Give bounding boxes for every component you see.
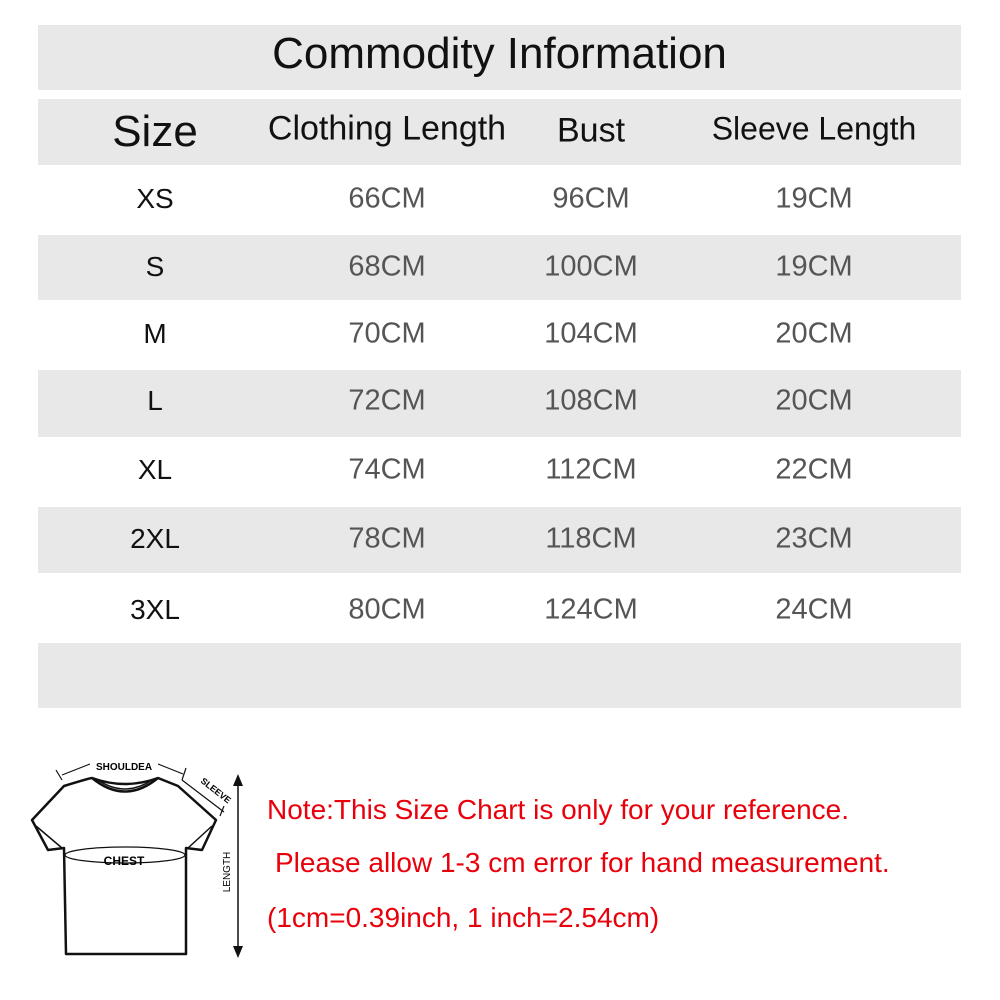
measurement-cell: 72CM [348, 384, 426, 417]
measurement-cell: 74CM [348, 453, 426, 486]
size-cell: 3XL [130, 594, 180, 625]
measurement-cell: 78CM [348, 522, 426, 555]
empty-row-band [38, 643, 961, 708]
measurement-cell: 112CM [545, 453, 637, 486]
measurement-cell: 23CM [775, 522, 853, 555]
measurement-cell: 20CM [775, 317, 853, 350]
note-line: (1cm=0.39inch, 1 inch=2.54cm) [267, 902, 660, 933]
measurement-cell: 80CM [348, 593, 426, 626]
measurement-cell: 118CM [545, 522, 637, 555]
size-cell: 2XL [130, 523, 180, 554]
note-line: Note:This Size Chart is only for your re… [267, 794, 850, 825]
size-cell: XS [136, 183, 174, 214]
measurement-cell: 20CM [775, 384, 853, 417]
column-header: Size [112, 107, 198, 156]
page-title: Commodity Information [272, 29, 727, 78]
title-band [38, 25, 961, 90]
size-cell: S [145, 251, 165, 282]
size-cell: XL [137, 454, 173, 485]
column-header: Bust [556, 111, 626, 150]
note-line: Please allow 1-3 cm error for hand measu… [275, 847, 890, 878]
row-band [38, 370, 961, 437]
measurement-cell: 124CM [544, 593, 638, 626]
chest-label: CHEST [104, 854, 145, 868]
measurement-cell: 108CM [544, 384, 638, 417]
measurement-cell: 24CM [775, 593, 853, 626]
measurement-cell: 22CM [775, 453, 853, 486]
tshirt-outline [30, 776, 218, 956]
measurement-cell: 100CM [544, 250, 638, 283]
size-cell: M [143, 318, 167, 349]
column-header: Clothing Length [267, 109, 507, 148]
column-header: Sleeve Length [711, 110, 917, 147]
measurement-cell: 104CM [544, 317, 638, 350]
size-cell: L [147, 385, 163, 416]
measurement-cell: 96CM [552, 182, 630, 215]
measurement-cell: 19CM [775, 250, 853, 283]
length-label: LENGTH [222, 852, 233, 893]
measurement-cell: 19CM [775, 182, 853, 215]
measurement-cell: 68CM [348, 250, 426, 283]
measurement-cell: 70CM [348, 317, 426, 350]
row-band [38, 235, 961, 300]
measurement-cell: 66CM [348, 182, 426, 215]
sleeve-label: SLEEVE [199, 776, 233, 806]
header-band [38, 99, 961, 165]
row-band [38, 507, 961, 573]
shoulder-label: SHOULDEA [96, 762, 152, 773]
